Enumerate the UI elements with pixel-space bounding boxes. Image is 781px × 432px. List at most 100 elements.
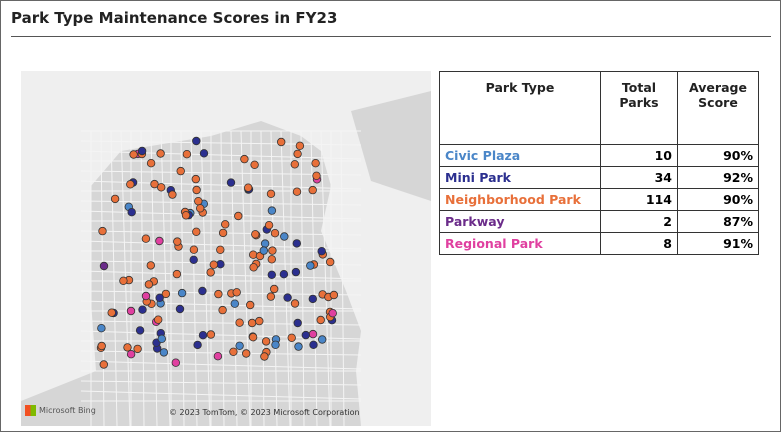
park-dot[interactable] <box>97 341 106 351</box>
park-dot[interactable] <box>97 324 106 333</box>
park-dot[interactable] <box>243 183 253 192</box>
map[interactable] <box>21 71 431 426</box>
park-dot[interactable] <box>255 316 264 326</box>
park-dot[interactable] <box>206 268 215 277</box>
park-dot[interactable] <box>156 149 165 158</box>
park-dot[interactable] <box>267 206 277 215</box>
park-dot[interactable] <box>182 149 192 159</box>
park-dot[interactable] <box>157 334 166 343</box>
park-dot[interactable] <box>194 196 203 206</box>
park-dot[interactable] <box>235 341 244 350</box>
park-dot[interactable] <box>266 292 276 301</box>
park-dot[interactable] <box>287 333 296 342</box>
park-dot[interactable] <box>138 305 147 314</box>
park-dot[interactable] <box>234 211 243 221</box>
park-dot[interactable] <box>293 318 302 328</box>
park-dot[interactable] <box>146 158 156 168</box>
park-dot[interactable] <box>328 308 337 318</box>
park-dot[interactable] <box>249 263 258 272</box>
park-dot[interactable] <box>181 211 191 220</box>
park-dot[interactable] <box>294 342 303 351</box>
park-dot[interactable] <box>240 154 249 164</box>
park-dot[interactable] <box>279 269 289 279</box>
park-dot[interactable] <box>260 352 269 361</box>
park-dot[interactable] <box>216 245 225 254</box>
park-dot[interactable] <box>155 293 164 302</box>
park-dot[interactable] <box>312 171 321 180</box>
park-dot[interactable] <box>168 190 177 199</box>
park-dot[interactable] <box>245 300 255 310</box>
park-dot[interactable] <box>127 207 136 217</box>
park-dot[interactable] <box>326 257 335 267</box>
park-dot[interactable] <box>155 236 164 246</box>
park-dot[interactable] <box>110 194 120 204</box>
park-dot[interactable] <box>268 246 277 255</box>
park-dot[interactable] <box>230 299 239 308</box>
park-dot[interactable] <box>189 255 198 264</box>
park-dot[interactable] <box>290 160 299 169</box>
park-dot[interactable] <box>269 284 279 294</box>
park-dot[interactable] <box>150 179 159 189</box>
park-dot[interactable] <box>301 330 310 340</box>
park-dot[interactable] <box>232 288 241 297</box>
park-dot[interactable] <box>247 318 257 328</box>
park-dot[interactable] <box>99 360 108 369</box>
park-dot[interactable] <box>119 276 128 285</box>
park-dot[interactable] <box>177 288 187 298</box>
park-dot[interactable] <box>141 291 151 301</box>
park-dot[interactable] <box>309 340 318 349</box>
park-dot[interactable] <box>141 234 151 243</box>
park-dot[interactable] <box>107 308 116 317</box>
park-dot[interactable] <box>290 299 300 308</box>
park-dot[interactable] <box>261 337 271 346</box>
park-dot[interactable] <box>126 306 136 316</box>
park-dot[interactable] <box>329 290 339 300</box>
park-dot[interactable] <box>192 136 201 146</box>
park-dot[interactable] <box>137 146 147 156</box>
park-dot[interactable] <box>250 160 259 169</box>
park-dot[interactable] <box>199 149 209 158</box>
park-dot[interactable] <box>206 330 216 339</box>
park-dot[interactable] <box>308 294 317 304</box>
park-dot[interactable] <box>226 178 236 187</box>
park-dot[interactable] <box>123 343 132 352</box>
park-dot[interactable] <box>260 239 270 248</box>
park-dot[interactable] <box>175 304 185 314</box>
park-dot[interactable] <box>213 352 223 361</box>
park-dot[interactable] <box>191 174 200 184</box>
park-dot[interactable] <box>229 347 238 356</box>
park-dot[interactable] <box>159 348 169 357</box>
park-dot[interactable] <box>266 189 276 198</box>
park-dot[interactable] <box>235 318 244 327</box>
park-dot[interactable] <box>189 245 199 254</box>
park-dot[interactable] <box>144 280 154 289</box>
park-dot[interactable] <box>267 270 276 279</box>
park-dot[interactable] <box>311 158 320 168</box>
park-dot[interactable] <box>267 255 276 264</box>
park-dot[interactable] <box>161 289 171 299</box>
park-dot[interactable] <box>218 305 227 315</box>
park-dot[interactable] <box>135 326 145 335</box>
park-dot[interactable] <box>209 260 218 269</box>
park-dot[interactable] <box>220 220 230 229</box>
park-dot[interactable] <box>193 340 202 350</box>
park-dot[interactable] <box>280 232 289 241</box>
park-dot[interactable] <box>198 331 208 340</box>
park-dot[interactable] <box>126 180 135 189</box>
park-dot[interactable] <box>146 261 155 270</box>
park-dot[interactable] <box>248 333 258 342</box>
park-dot[interactable] <box>264 220 274 230</box>
park-dot[interactable] <box>259 246 268 255</box>
park-dot[interactable] <box>308 329 318 339</box>
park-dot[interactable] <box>126 350 136 359</box>
park-dot[interactable] <box>317 246 326 256</box>
park-dot[interactable] <box>214 289 223 299</box>
park-dot[interactable] <box>292 187 302 196</box>
park-dot[interactable] <box>270 228 280 238</box>
park-dot[interactable] <box>192 227 201 236</box>
park-dot[interactable] <box>291 267 301 277</box>
park-dot[interactable] <box>156 183 166 192</box>
park-dot[interactable] <box>99 261 109 271</box>
park-dot[interactable] <box>271 340 280 349</box>
park-dot[interactable] <box>277 137 286 147</box>
